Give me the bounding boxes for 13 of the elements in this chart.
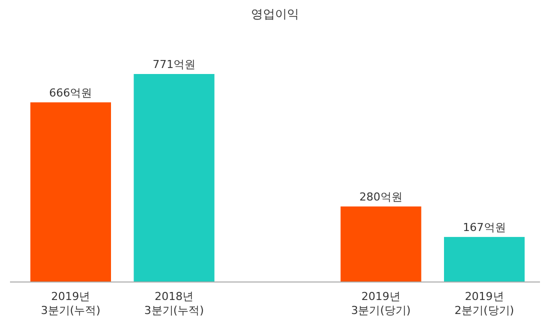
x-tick-label: 2018년 3분기(누적)	[144, 290, 204, 317]
bar	[444, 236, 525, 282]
chart-title: 영업이익	[251, 7, 299, 21]
data-label: 666억원	[49, 86, 92, 100]
data-label: 280억원	[359, 190, 402, 204]
x-tick-label: 2019년 2분기(당기)	[454, 290, 514, 317]
bar	[340, 206, 422, 282]
x-tick-label: 2019년 3분기(누적)	[40, 290, 100, 317]
bar	[134, 74, 214, 282]
data-label: 167억원	[462, 220, 506, 234]
bar	[30, 102, 112, 282]
data-label: 771억원	[152, 58, 196, 71]
x-tick-label: 2019년 3분기(당기)	[351, 290, 411, 317]
